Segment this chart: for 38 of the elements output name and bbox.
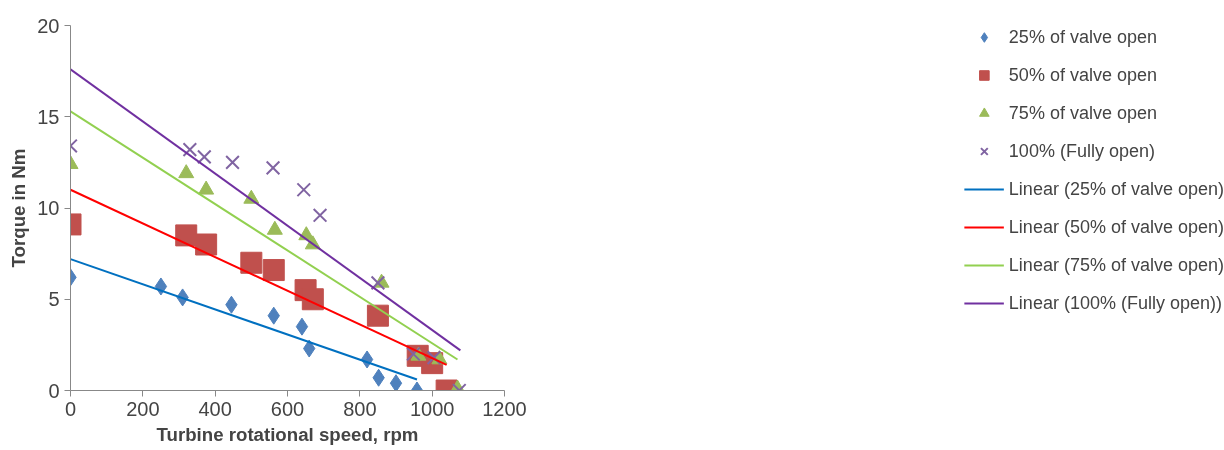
point xyxy=(265,160,281,176)
point xyxy=(240,251,263,274)
y-tick-label: 10 xyxy=(37,197,60,219)
y-tick-label: 20 xyxy=(37,14,60,37)
point xyxy=(296,182,312,198)
x-tick-label: 800 xyxy=(343,397,377,420)
point xyxy=(195,233,218,256)
y-tick-label: 15 xyxy=(37,105,60,128)
x-tick-label: 400 xyxy=(198,397,232,420)
point xyxy=(198,180,215,195)
legend-label: Linear (100% (Fully open)) xyxy=(1008,292,1222,314)
y-axis-title: Torque in Nm xyxy=(8,148,30,268)
legend-label: 75% of valve open xyxy=(1008,102,1157,124)
point xyxy=(225,155,240,170)
point xyxy=(266,220,283,235)
point xyxy=(295,317,309,336)
point xyxy=(366,304,389,327)
x-tick-label: 200 xyxy=(126,397,160,420)
point xyxy=(182,142,198,157)
point xyxy=(312,207,328,223)
point xyxy=(196,149,212,165)
legend-label: Linear (25% of valve open) xyxy=(1008,178,1224,200)
point xyxy=(370,275,386,291)
legend-label: 100% (Fully open) xyxy=(1008,140,1155,162)
x-tick-label: 0 xyxy=(64,397,77,420)
x-tick-label: 1200 xyxy=(482,397,527,420)
legend-label: 50% of valve open xyxy=(1008,64,1157,86)
legend-label: Linear (75% of valve open) xyxy=(1008,254,1224,276)
x-tick-label: 1000 xyxy=(409,397,455,420)
y-tick-label: 5 xyxy=(48,288,60,311)
y-tick-label: 0 xyxy=(48,379,60,402)
x-axis-title: Turbine rotational speed, rpm xyxy=(156,423,419,445)
point xyxy=(178,164,195,179)
x-tick-label: 600 xyxy=(270,397,305,420)
point xyxy=(262,259,285,282)
legend-label: Linear (50% of valve open) xyxy=(1008,216,1224,238)
point xyxy=(389,374,403,391)
legend-label: 25% of valve open xyxy=(1008,26,1157,48)
